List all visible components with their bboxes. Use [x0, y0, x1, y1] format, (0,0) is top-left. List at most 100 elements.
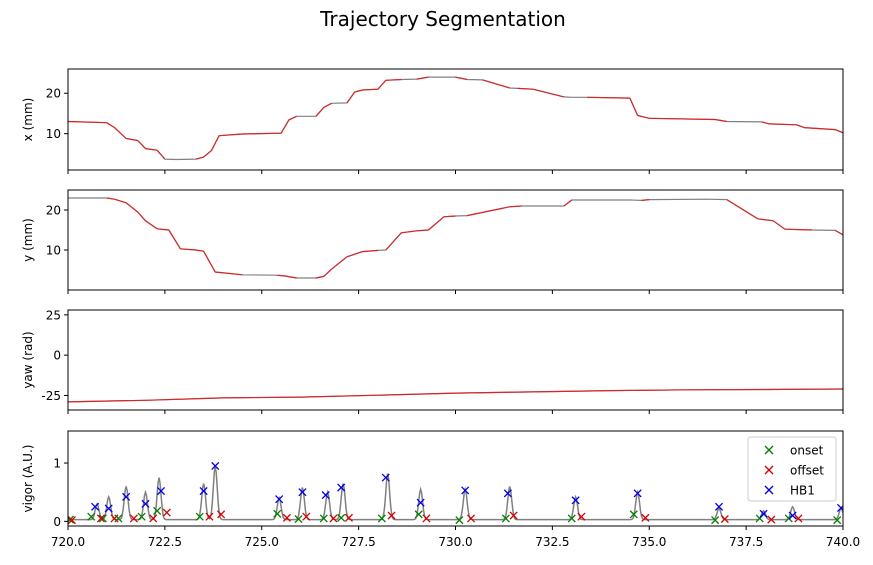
marker-stroke: [629, 510, 638, 519]
segment-line: [587, 96, 630, 99]
marker-stroke: [114, 514, 123, 523]
marker-stroke: [633, 489, 642, 498]
segment-line: [443, 215, 456, 218]
segment-line: [401, 230, 417, 234]
marker-stroke: [577, 512, 586, 521]
marker-stroke: [466, 514, 476, 523]
marker-stroke: [156, 486, 166, 496]
segment-line: [377, 79, 387, 90]
marker-stroke: [329, 514, 338, 523]
segment-line: [195, 249, 204, 252]
marker-stroke: [98, 514, 107, 523]
marker-stroke: [96, 514, 105, 523]
segment-line: [215, 271, 243, 276]
hb1-marker: [381, 473, 390, 482]
segment-line: [466, 207, 503, 217]
x-tick-label: 735.0: [632, 535, 666, 549]
y-tick-label: 10: [46, 127, 61, 141]
y-axis-label: yaw (rad): [21, 331, 35, 388]
hb1-marker: [759, 509, 768, 518]
segment-line: [346, 251, 363, 258]
x-tick-label: 727.5: [341, 535, 375, 549]
segment-line: [385, 78, 402, 81]
offset-marker: [466, 514, 476, 523]
x-tick-label: 720.0: [51, 535, 85, 549]
y-tick-label: 20: [46, 204, 61, 218]
onset-marker: [629, 510, 638, 519]
marker-stroke: [503, 489, 512, 498]
segment-line: [68, 399, 146, 403]
hb1-marker: [461, 486, 470, 495]
marker-stroke: [302, 512, 311, 521]
segment-line: [428, 216, 445, 231]
hb1-marker: [503, 489, 512, 498]
segment-line: [416, 229, 429, 232]
marker-stroke: [784, 514, 793, 523]
marker-stroke: [711, 516, 720, 525]
onset-marker: [501, 514, 510, 523]
onset-marker: [337, 513, 346, 522]
segment-line: [769, 123, 797, 126]
plot-area: [68, 388, 843, 403]
offset-marker: [282, 513, 291, 522]
legend-label: offset: [790, 464, 824, 478]
marker-stroke: [416, 498, 425, 507]
legend-box: [747, 436, 837, 502]
hb1-marker: [199, 486, 208, 496]
marker-stroke: [153, 506, 162, 515]
plot-area: [68, 76, 843, 161]
segment-line: [757, 218, 774, 222]
hb1-marker: [416, 498, 425, 507]
offset-marker: [509, 511, 518, 520]
hb1-marker: [211, 461, 220, 471]
onset-marker: [273, 509, 282, 518]
segment-line: [714, 118, 727, 123]
onset-marker: [711, 516, 720, 525]
y-tick-label: 20: [46, 87, 61, 101]
segment-line: [219, 133, 243, 137]
x-tick-label: 730.0: [438, 535, 472, 549]
marker-stroke: [282, 513, 291, 522]
segment-line: [501, 206, 510, 209]
x-tick-label: 740.0: [826, 535, 860, 549]
marker-stroke: [211, 461, 220, 471]
segment-line: [203, 150, 212, 158]
segment-line: [362, 88, 379, 91]
segment-line: [137, 140, 146, 150]
offset-marker: [577, 512, 586, 521]
hb1-marker: [571, 496, 580, 505]
marker-stroke: [87, 512, 96, 521]
panel-1: 10 20 x (mm): [21, 68, 844, 174]
segment-line: [145, 148, 158, 151]
onset-marker: [195, 512, 204, 521]
segment-line: [455, 391, 534, 394]
segment-line: [168, 229, 181, 250]
marker-stroke: [833, 516, 842, 525]
marker-stroke: [104, 504, 113, 513]
hb1-marker: [275, 495, 284, 504]
segment-line: [517, 87, 534, 90]
segment-line: [68, 120, 107, 124]
marker-stroke: [110, 514, 119, 523]
segment-line: [761, 121, 770, 125]
marker-stroke: [344, 513, 353, 522]
marker-stroke: [337, 513, 346, 522]
marker-stroke: [91, 502, 100, 511]
onset-marker: [414, 510, 423, 519]
offset-marker: [302, 512, 311, 521]
segment-line: [834, 229, 843, 236]
axes-frame: [67, 189, 844, 291]
onset-marker: [68, 515, 74, 524]
onset-marker: [833, 516, 842, 525]
hb1-marker: [633, 489, 642, 498]
marker-stroke: [422, 514, 431, 523]
hb1-marker: [837, 503, 843, 512]
offset-marker: [387, 511, 396, 520]
segment-line: [277, 274, 286, 277]
marker-stroke: [387, 511, 396, 520]
marker-stroke: [788, 511, 797, 520]
onset-marker: [98, 514, 107, 523]
offset-marker: [205, 512, 214, 521]
segment-line: [796, 124, 805, 129]
